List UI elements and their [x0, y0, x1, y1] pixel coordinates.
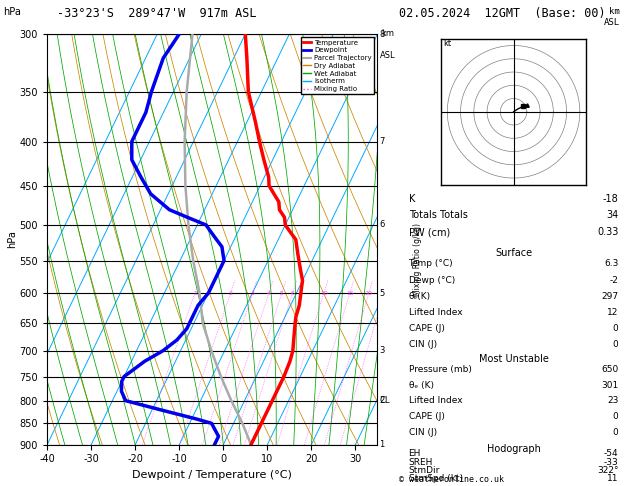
Text: 6: 6: [379, 221, 384, 229]
Text: 8: 8: [379, 30, 384, 38]
Text: SREH: SREH: [409, 457, 433, 467]
Text: PW (cm): PW (cm): [409, 227, 450, 237]
Text: 5: 5: [379, 289, 384, 297]
Text: CL: CL: [379, 396, 389, 405]
Text: 2: 2: [379, 396, 384, 405]
Text: 650: 650: [601, 365, 618, 374]
Text: 5: 5: [280, 291, 284, 295]
Y-axis label: hPa: hPa: [7, 230, 17, 248]
Text: Lifted Index: Lifted Index: [409, 308, 462, 317]
Text: km
ASL: km ASL: [603, 7, 620, 27]
Text: CIN (J): CIN (J): [409, 428, 437, 437]
Text: CAPE (J): CAPE (J): [409, 324, 445, 333]
Text: 3: 3: [250, 291, 255, 295]
Text: -33: -33: [604, 457, 618, 467]
Text: Hodograph: Hodograph: [487, 444, 540, 454]
Text: Lifted Index: Lifted Index: [409, 397, 462, 405]
Text: kt: kt: [443, 38, 452, 48]
Text: 02.05.2024  12GMT  (Base: 00): 02.05.2024 12GMT (Base: 00): [399, 7, 606, 20]
Text: Dewp (°C): Dewp (°C): [409, 276, 455, 285]
Text: 7: 7: [379, 137, 384, 146]
Text: 6: 6: [291, 291, 294, 295]
Text: Temp (°C): Temp (°C): [409, 260, 453, 268]
Text: 23: 23: [607, 397, 618, 405]
Text: km: km: [381, 29, 394, 38]
Text: Totals Totals: Totals Totals: [409, 210, 467, 220]
Text: 10: 10: [320, 291, 328, 295]
Text: -54: -54: [604, 450, 618, 458]
Text: θₑ(K): θₑ(K): [409, 292, 431, 301]
Text: θₑ (K): θₑ (K): [409, 381, 433, 390]
Text: -33°23'S  289°47'W  917m ASL: -33°23'S 289°47'W 917m ASL: [57, 7, 256, 20]
Text: 322°: 322°: [597, 466, 618, 475]
Text: StmSpd (kt): StmSpd (kt): [409, 474, 463, 483]
Text: 0: 0: [613, 412, 618, 421]
Text: 11: 11: [607, 474, 618, 483]
Text: StmDir: StmDir: [409, 466, 440, 475]
Text: K: K: [409, 193, 415, 204]
Text: CAPE (J): CAPE (J): [409, 412, 445, 421]
X-axis label: Dewpoint / Temperature (°C): Dewpoint / Temperature (°C): [132, 470, 292, 480]
Text: Most Unstable: Most Unstable: [479, 354, 548, 364]
Text: 12: 12: [607, 308, 618, 317]
Text: CIN (J): CIN (J): [409, 340, 437, 349]
Text: hPa: hPa: [3, 7, 21, 17]
Text: Surface: Surface: [495, 248, 532, 258]
Text: 4: 4: [267, 291, 271, 295]
Text: 0.33: 0.33: [597, 227, 618, 237]
Text: 0: 0: [613, 340, 618, 349]
Text: 6.3: 6.3: [604, 260, 618, 268]
Text: © weatheronline.co.uk: © weatheronline.co.uk: [399, 474, 504, 484]
Text: 20: 20: [365, 291, 373, 295]
Text: Mixing Ratio (g/kg): Mixing Ratio (g/kg): [413, 224, 421, 296]
Text: 0: 0: [613, 428, 618, 437]
Text: EH: EH: [409, 450, 421, 458]
Text: 34: 34: [606, 210, 618, 220]
Text: 15: 15: [346, 291, 353, 295]
Text: 0: 0: [613, 324, 618, 333]
Text: 1: 1: [193, 291, 197, 295]
Text: 1: 1: [379, 440, 384, 449]
Text: ASL: ASL: [379, 51, 395, 60]
Text: -18: -18: [603, 193, 618, 204]
Legend: Temperature, Dewpoint, Parcel Trajectory, Dry Adiabat, Wet Adiabat, Isotherm, Mi: Temperature, Dewpoint, Parcel Trajectory…: [301, 37, 374, 94]
Text: 2: 2: [228, 291, 233, 295]
Text: 301: 301: [601, 381, 618, 390]
Text: Pressure (mb): Pressure (mb): [409, 365, 471, 374]
Text: 297: 297: [601, 292, 618, 301]
Text: 3: 3: [379, 346, 384, 355]
Text: -2: -2: [610, 276, 618, 285]
